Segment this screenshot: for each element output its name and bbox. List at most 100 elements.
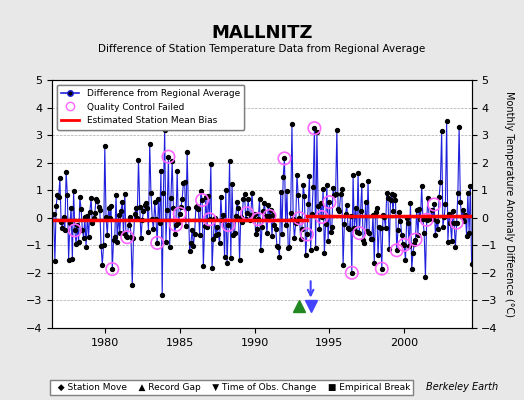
Point bbox=[466, 182, 475, 189]
Point bbox=[244, 196, 253, 202]
Point bbox=[255, 196, 264, 202]
Point bbox=[388, 191, 396, 198]
Point bbox=[440, 214, 449, 220]
Point bbox=[398, 232, 406, 239]
Point bbox=[137, 235, 145, 242]
Point bbox=[107, 203, 115, 209]
Point bbox=[54, 194, 63, 200]
Point bbox=[225, 157, 234, 164]
Point bbox=[82, 244, 90, 250]
Point bbox=[248, 189, 256, 196]
Point bbox=[238, 219, 246, 225]
Point bbox=[83, 213, 92, 220]
Point bbox=[458, 207, 467, 214]
Point bbox=[192, 203, 200, 210]
Point bbox=[366, 236, 375, 242]
Point bbox=[182, 222, 190, 229]
Point bbox=[209, 235, 217, 242]
Point bbox=[455, 124, 463, 131]
Point bbox=[349, 172, 357, 178]
Point bbox=[98, 262, 106, 268]
Point bbox=[411, 236, 420, 243]
Point bbox=[90, 214, 98, 221]
Point bbox=[281, 222, 290, 229]
Point bbox=[425, 215, 433, 222]
Point bbox=[347, 270, 356, 276]
Point bbox=[457, 214, 466, 220]
Point bbox=[301, 252, 310, 258]
Point bbox=[369, 212, 377, 218]
Point bbox=[128, 282, 136, 288]
Point bbox=[122, 232, 130, 239]
Point bbox=[465, 230, 473, 236]
Point bbox=[224, 222, 233, 228]
Point bbox=[242, 216, 250, 223]
Point bbox=[343, 202, 351, 208]
Point bbox=[71, 227, 79, 234]
Point bbox=[353, 229, 361, 235]
Point bbox=[303, 231, 311, 238]
Point bbox=[149, 226, 158, 232]
Point bbox=[415, 206, 423, 212]
Point bbox=[123, 234, 132, 240]
Point bbox=[221, 254, 229, 260]
Point bbox=[233, 199, 241, 206]
Point bbox=[61, 226, 69, 233]
Point bbox=[331, 191, 340, 197]
Point bbox=[180, 179, 189, 185]
Point bbox=[310, 125, 319, 131]
Point bbox=[362, 199, 370, 206]
Point bbox=[206, 161, 215, 168]
Point bbox=[253, 226, 261, 232]
Point bbox=[183, 149, 191, 155]
Point bbox=[462, 232, 471, 239]
Point bbox=[293, 172, 301, 178]
Point bbox=[261, 213, 270, 220]
Point bbox=[299, 182, 308, 188]
Point bbox=[297, 236, 305, 242]
Point bbox=[392, 247, 401, 254]
Point bbox=[237, 214, 245, 220]
Point bbox=[283, 188, 291, 195]
Point bbox=[411, 236, 420, 243]
Point bbox=[196, 188, 205, 194]
Point bbox=[204, 193, 213, 200]
Point bbox=[117, 207, 125, 214]
Point bbox=[154, 196, 162, 202]
Point bbox=[159, 190, 168, 196]
Point bbox=[265, 213, 274, 219]
Point bbox=[108, 266, 116, 272]
Point bbox=[202, 194, 210, 201]
Point bbox=[432, 218, 441, 224]
Point bbox=[378, 266, 386, 272]
Point bbox=[421, 274, 430, 280]
Point bbox=[130, 210, 139, 217]
Point bbox=[460, 218, 468, 224]
Point bbox=[121, 191, 129, 197]
Point bbox=[189, 242, 198, 249]
Point bbox=[133, 215, 141, 221]
Point bbox=[252, 231, 260, 237]
Point bbox=[268, 232, 276, 239]
Point bbox=[368, 235, 376, 242]
Point bbox=[72, 241, 80, 247]
Point bbox=[235, 257, 244, 264]
Point bbox=[91, 210, 99, 216]
Point bbox=[116, 230, 124, 236]
Point bbox=[263, 230, 271, 237]
Point bbox=[87, 195, 95, 202]
Point bbox=[375, 224, 384, 230]
Point bbox=[334, 206, 342, 212]
Point bbox=[385, 246, 394, 252]
Point bbox=[310, 125, 319, 131]
Point bbox=[67, 205, 75, 211]
Point bbox=[127, 234, 135, 240]
Point bbox=[284, 245, 292, 251]
Point bbox=[164, 154, 172, 160]
Point bbox=[422, 217, 431, 223]
Point bbox=[257, 247, 265, 254]
Point bbox=[419, 216, 427, 222]
Point bbox=[346, 213, 355, 220]
Point bbox=[420, 230, 429, 236]
Point bbox=[224, 222, 233, 228]
